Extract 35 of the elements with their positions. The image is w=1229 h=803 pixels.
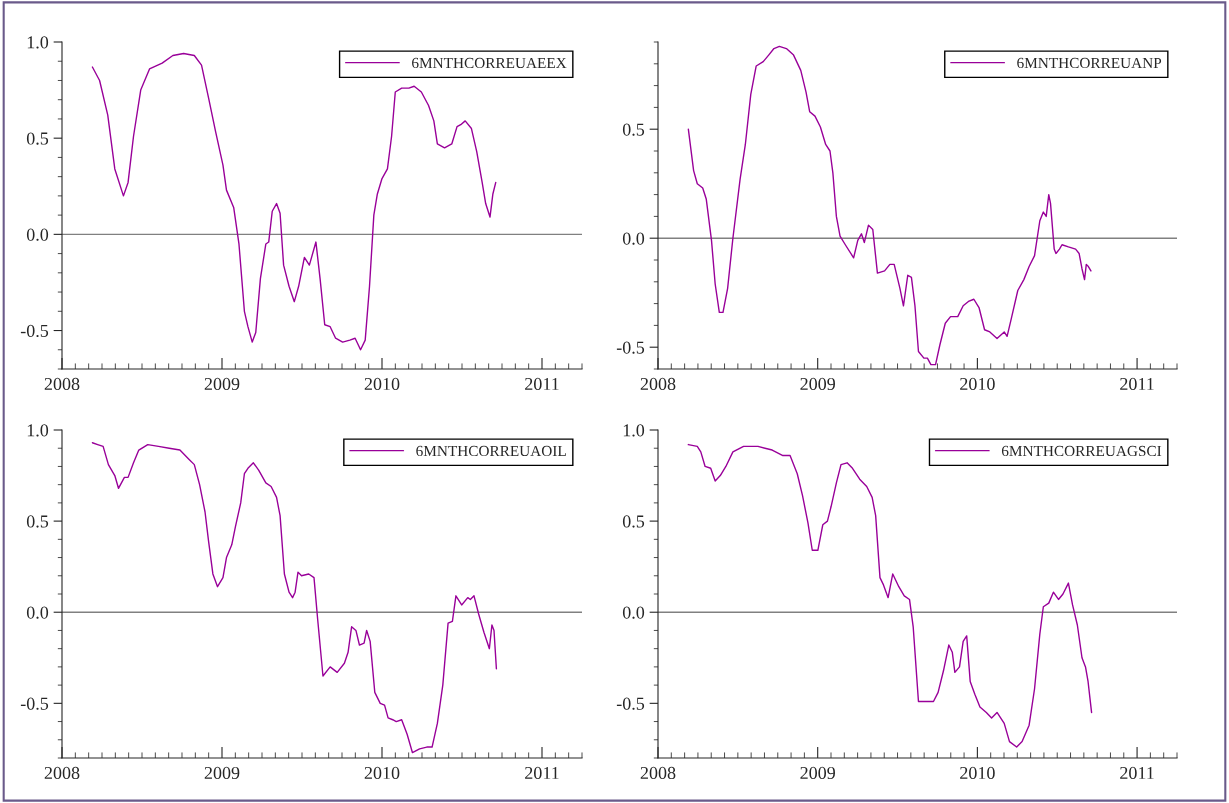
x-tick-label: 2010 [960, 766, 995, 780]
y-tick-label: 1.0 [623, 424, 645, 437]
x-tick-label: 2009 [204, 377, 240, 391]
y-tick-label: 0.0 [622, 232, 645, 245]
x-tick-label: 2010 [364, 377, 400, 391]
x-tick-label: 2008 [44, 766, 80, 780]
y-tick-label: -0.5 [616, 341, 645, 354]
legend-label: 6MNTHCORREUAEEX [412, 57, 567, 69]
x-tick-label: 2011 [1120, 766, 1154, 780]
x-tick-label: 2008 [640, 377, 676, 391]
y-tick-label: -0.5 [20, 324, 49, 338]
legend-label: 6MNTHCORREUAGSCI [1001, 445, 1162, 457]
y-tick-label: 0.5 [26, 515, 49, 528]
x-tick-label: 2009 [800, 377, 836, 391]
x-tick-label: 2011 [525, 766, 559, 780]
legend-label: 6MNTHCORREUANP [1017, 57, 1162, 69]
y-tick-label: -0.5 [616, 697, 645, 710]
x-tick-label: 2009 [204, 766, 240, 780]
x-tick-label: 2008 [44, 377, 80, 391]
legend-label: 6MNTHCORREUAOIL [416, 445, 566, 457]
x-tick-label: 2011 [1120, 377, 1154, 391]
y-tick-label: 1.0 [27, 424, 49, 437]
x-tick-label: 2009 [800, 766, 836, 780]
x-tick-label: 2010 [364, 766, 400, 780]
y-tick-label: 1.0 [27, 36, 49, 49]
x-tick-label: 2008 [640, 766, 676, 780]
y-tick-label: 0.0 [622, 606, 645, 619]
y-tick-label: 0.0 [26, 606, 49, 619]
y-tick-label: -0.5 [20, 697, 49, 710]
x-tick-label: 2010 [960, 377, 995, 391]
y-tick-label: 0.5 [26, 132, 49, 145]
y-tick-label: 0.0 [26, 228, 49, 241]
y-tick-label: 0.5 [622, 123, 645, 136]
y-tick-label: 0.5 [622, 515, 645, 528]
x-tick-label: 2011 [525, 377, 559, 391]
